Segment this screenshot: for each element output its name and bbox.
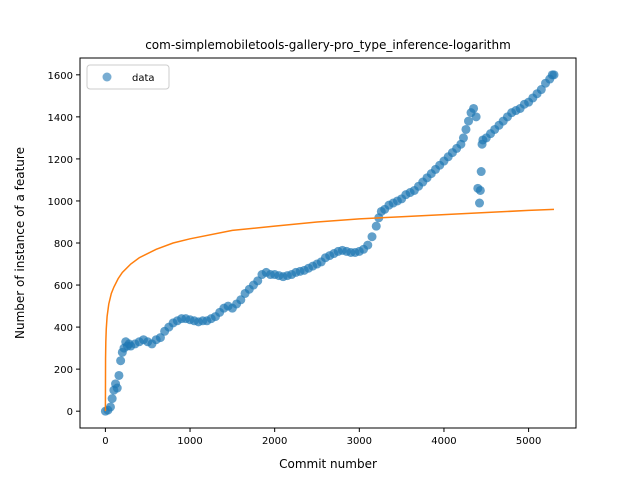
x-axis: 0 1000 2000 3000 4000 5000 — [102, 428, 541, 447]
data-point — [112, 383, 122, 393]
y-tick-label: 200 — [54, 365, 73, 376]
fit-line — [104, 208, 555, 412]
y-tick-label: 800 — [54, 239, 73, 250]
y-tick-label: 1600 — [48, 71, 73, 82]
data-point — [464, 116, 474, 126]
y-tick-label: 400 — [54, 323, 73, 334]
y-tick-label: 1200 — [48, 155, 73, 166]
data-point — [363, 240, 373, 250]
data-point — [536, 85, 546, 95]
data-point — [253, 276, 263, 286]
data-point — [475, 185, 485, 195]
y-tick-label: 600 — [54, 281, 73, 292]
data-point — [236, 295, 246, 305]
data-point — [476, 167, 486, 177]
x-tick-label: 5000 — [516, 436, 541, 447]
y-axis-label: Number of instance of a feature — [13, 147, 27, 339]
data-point — [471, 112, 481, 122]
legend-box — [86, 64, 170, 90]
data-point — [155, 333, 165, 343]
data-point — [367, 232, 377, 242]
data-point — [116, 356, 126, 366]
data-point — [461, 124, 471, 134]
x-tick-label: 4000 — [431, 436, 456, 447]
plot-area — [100, 70, 559, 416]
legend-label-data: data — [132, 73, 155, 84]
x-axis-label: Commit number — [279, 457, 377, 471]
legend: data — [86, 64, 170, 90]
x-tick-label: 3000 — [347, 436, 372, 447]
data-point — [549, 70, 559, 80]
data-point — [107, 394, 117, 404]
data-point — [371, 221, 381, 231]
x-tick-label: 0 — [102, 436, 108, 447]
x-tick-label: 2000 — [262, 436, 287, 447]
data-point — [105, 402, 115, 412]
y-tick-label: 1000 — [48, 197, 73, 208]
data-point — [458, 133, 468, 143]
data-point — [475, 198, 485, 208]
data-point — [114, 370, 124, 380]
y-tick-label: 1400 — [48, 113, 73, 124]
x-tick-label: 1000 — [177, 436, 202, 447]
chart-title: com-simplemobiletools-gallery-pro_type_i… — [145, 38, 511, 52]
legend-marker-data — [102, 72, 112, 82]
y-tick-label: 0 — [67, 407, 73, 418]
y-axis: 0 200 400 600 800 1000 1200 1400 1600 — [48, 71, 80, 418]
data-point — [469, 103, 479, 113]
